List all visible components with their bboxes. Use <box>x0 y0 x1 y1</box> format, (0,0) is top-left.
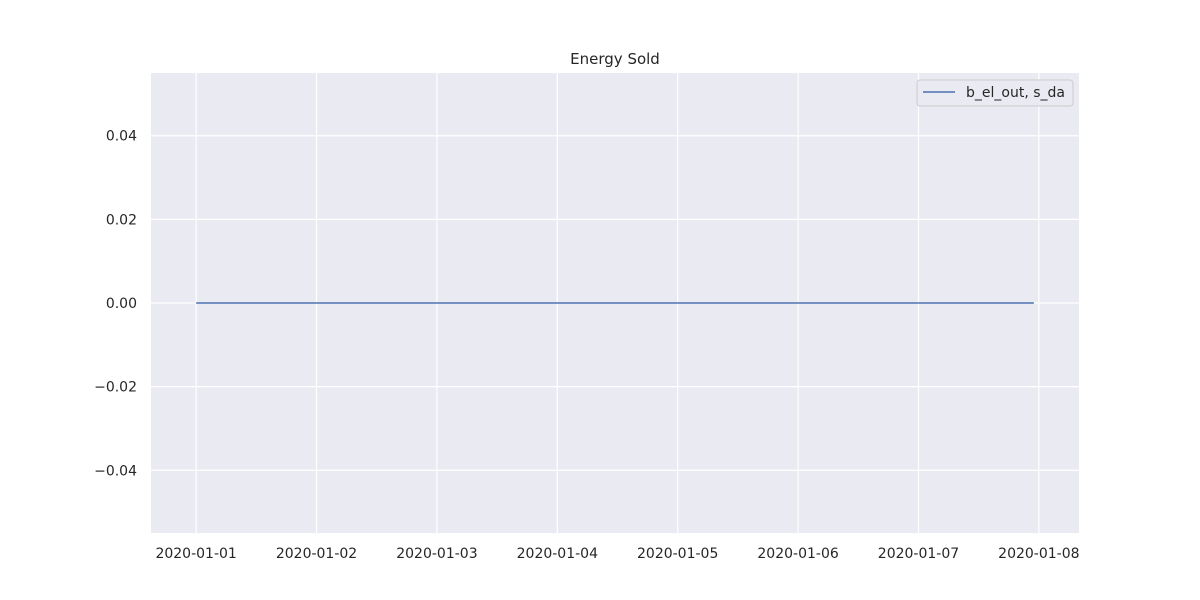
x-tick-label: 2020-01-03 <box>396 546 477 562</box>
y-axis-ticks: 0.04 0.02 0.00 −0.02 −0.04 <box>94 129 137 480</box>
x-tick-label: 2020-01-06 <box>757 546 838 562</box>
x-tick-label: 2020-01-02 <box>276 546 357 562</box>
y-tick-label: 0.04 <box>106 129 137 145</box>
y-tick-label: 0.02 <box>106 212 137 228</box>
y-tick-label: −0.04 <box>94 463 137 479</box>
y-tick-label: 0.00 <box>106 296 137 312</box>
x-tick-label: 2020-01-07 <box>878 546 959 562</box>
legend-entry-label: b_el_out, s_da <box>966 85 1065 101</box>
x-axis-ticks: 2020-01-01 2020-01-02 2020-01-03 2020-01-04… <box>155 546 1079 562</box>
x-tick-label: 2020-01-01 <box>155 546 236 562</box>
y-tick-label: −0.02 <box>94 380 137 396</box>
x-tick-label: 2020-01-05 <box>637 546 718 562</box>
legend: b_el_out, s_da <box>916 79 1074 107</box>
legend-box <box>916 79 1074 107</box>
x-tick-label: 2020-01-08 <box>998 546 1079 562</box>
x-tick-label: 2020-01-04 <box>517 546 598 562</box>
chart-title: Energy Sold <box>570 50 660 68</box>
